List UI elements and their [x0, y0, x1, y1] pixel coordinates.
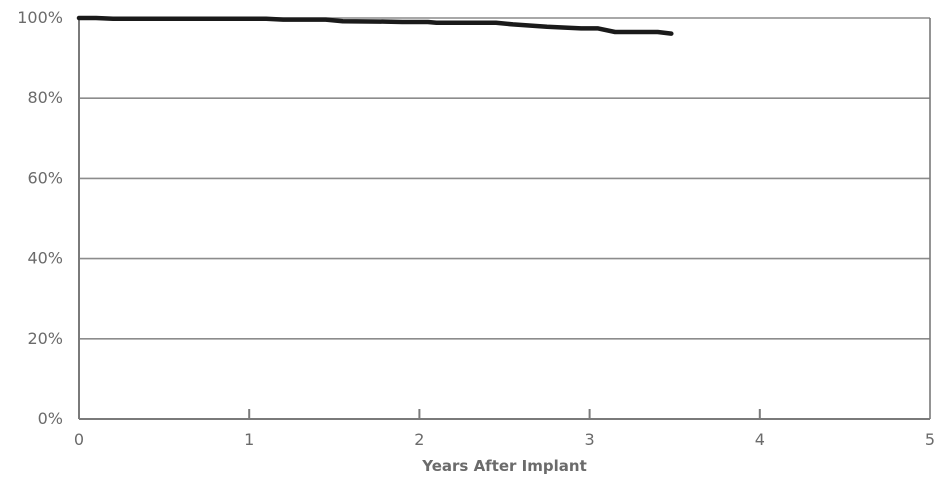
series-layer	[76, 15, 674, 36]
axis-layer	[78, 18, 931, 420]
x-tick-label-2: 2	[414, 430, 424, 449]
y-ticks: 0% 20% 40% 60% 80% 100%	[17, 8, 63, 428]
x-axis-title: Years After Implant	[421, 457, 587, 475]
y-tick-label-80: 80%	[27, 88, 63, 107]
x-ticks: 0 1 2 3 4 5	[74, 409, 935, 449]
series-line-0	[76, 15, 674, 36]
y-tick-label-0: 0%	[38, 409, 63, 428]
y-tick-label-100: 100%	[17, 8, 63, 27]
x-tick-label-3: 3	[585, 430, 595, 449]
y-tick-label-60: 60%	[27, 168, 63, 187]
x-tick-label-4: 4	[755, 430, 765, 449]
grid-layer	[79, 17, 930, 340]
x-tick-label-5: 5	[925, 430, 935, 449]
y-tick-label-40: 40%	[27, 249, 63, 268]
y-tick-label-20: 20%	[27, 329, 63, 348]
x-tick-label-1: 1	[244, 430, 254, 449]
x-tick-label-0: 0	[74, 430, 84, 449]
